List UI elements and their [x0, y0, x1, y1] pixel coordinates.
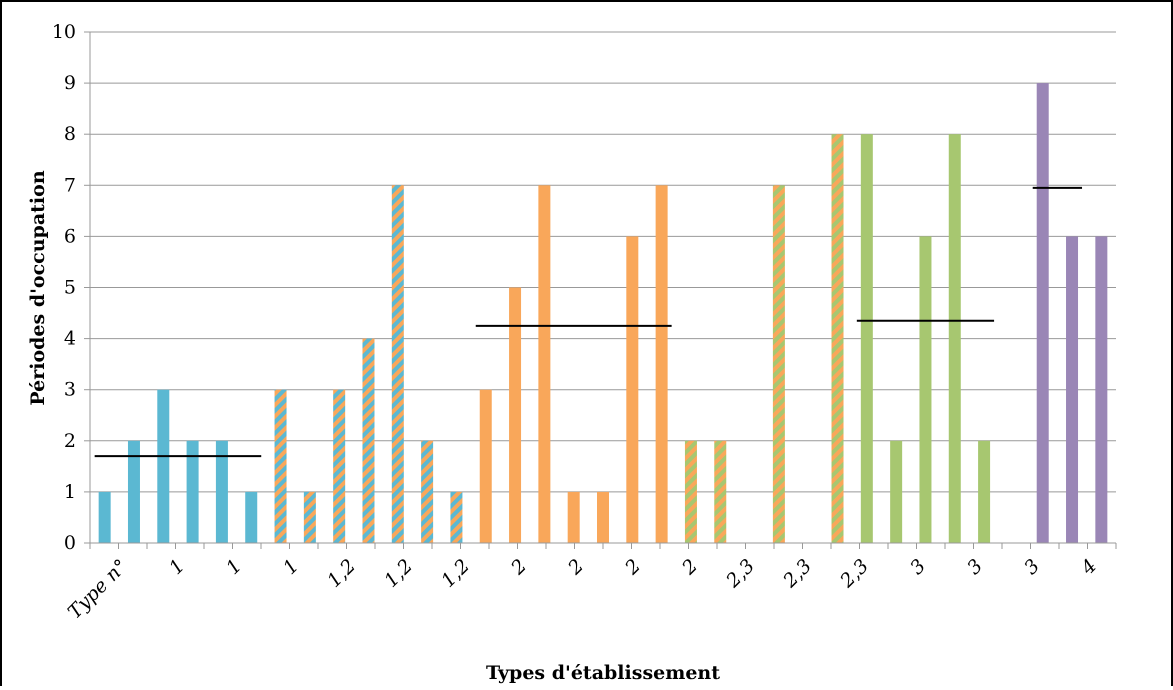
y-tick-label: 9 [64, 72, 76, 94]
bar [772, 185, 785, 544]
bar [215, 440, 228, 543]
bar [538, 185, 551, 544]
x-tick-label: 2 [620, 555, 645, 580]
bar [831, 134, 844, 543]
bar [919, 236, 932, 543]
bar [1095, 236, 1108, 543]
y-tick-label: 0 [64, 532, 76, 554]
bar [98, 491, 111, 543]
axes [84, 31, 1117, 549]
x-tick-label: 1,2 [380, 555, 417, 592]
grid-lines [90, 31, 1116, 493]
x-tick-label: 3 [906, 555, 930, 579]
y-tick-label: 4 [64, 328, 76, 350]
mean-lines [94, 186, 1083, 458]
y-tick-label: 10 [52, 21, 76, 43]
bar [626, 236, 639, 543]
x-tick-label: 2 [677, 555, 702, 580]
y-tick-labels: 0 1 2 3 4 5 6 7 8 9 10 [52, 21, 76, 554]
x-tick-label: 2 [506, 555, 531, 580]
bar [1036, 83, 1049, 543]
x-tick-label: 1,2 [437, 555, 474, 592]
y-tick-label: 8 [64, 123, 76, 145]
bar [421, 440, 434, 543]
x-tick-label: 1 [222, 555, 246, 579]
x-tick-label: 4 [1076, 555, 1101, 580]
x-tick-label: 2 [563, 555, 588, 580]
y-axis-title: Périodes d'occupation [27, 170, 49, 405]
x-tick-label: 2,3 [778, 555, 816, 593]
x-tick-label: 1,2 [323, 555, 360, 592]
bar [655, 185, 668, 544]
y-tick-label: 6 [64, 225, 76, 247]
y-tick-label: 7 [64, 174, 76, 196]
bar [479, 389, 492, 543]
bar [157, 389, 170, 543]
bar [333, 389, 346, 543]
bar [890, 440, 903, 543]
x-tick-label: 3 [963, 555, 987, 579]
x-axis-title: Types d'établissement [486, 662, 720, 684]
bar [597, 491, 609, 543]
bars [98, 83, 1108, 544]
bar [391, 185, 404, 544]
bar [274, 389, 287, 543]
x-tick-label: 2,3 [835, 555, 873, 593]
x-tick-label: 1 [279, 555, 303, 579]
bar [978, 440, 991, 543]
bar [245, 491, 258, 543]
bar [1066, 236, 1079, 543]
bar [567, 491, 580, 543]
bar [684, 440, 697, 543]
x-tick-labels: Type n° 1 1 1 1,2 1,2 1,2 2 2 2 2 2,3 2,3 2,3 3 3 3 4 [64, 555, 1101, 623]
y-tick-label: 1 [64, 481, 76, 503]
bar [127, 440, 140, 543]
bar [362, 338, 375, 543]
bar [509, 287, 522, 543]
x-tick-label: 2,3 [721, 555, 759, 593]
bar [186, 440, 199, 543]
x-tick-label: 1 [165, 555, 189, 579]
bar [714, 440, 727, 543]
x-tick-label: 3 [1020, 555, 1044, 579]
x-tick-label: Type n° [64, 555, 132, 623]
bar [860, 134, 873, 543]
y-tick-label: 5 [64, 277, 76, 299]
y-tick-label: 2 [64, 430, 76, 452]
y-tick-label: 3 [64, 379, 76, 401]
bar [948, 134, 961, 543]
bar [303, 491, 316, 543]
bar [450, 491, 463, 543]
